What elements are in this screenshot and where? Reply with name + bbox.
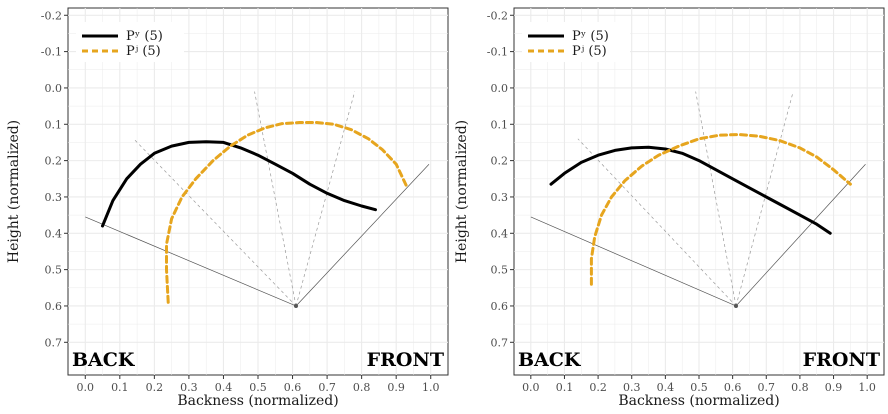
reference-line-dashed — [254, 91, 297, 307]
y-tick-label: 0.7 — [491, 336, 509, 349]
y-tick-label: 0.3 — [491, 191, 509, 204]
y-tick-label: 0.5 — [45, 264, 63, 277]
reference-line-back — [85, 216, 297, 307]
legend-box — [76, 22, 184, 62]
back-label: BACK — [72, 349, 136, 371]
y-tick-label: 0.4 — [491, 227, 509, 240]
reference-apex-point — [294, 303, 298, 308]
y-tick-label: 0.2 — [45, 155, 63, 168]
x-tick-label: 0.4 — [657, 381, 675, 394]
legend-label-0: Pʸ (5) — [572, 29, 609, 44]
series-line-0 — [549, 145, 832, 235]
y-axis-title: Height (normalized) — [454, 120, 470, 263]
x-tick-label: 0.9 — [387, 381, 405, 394]
x-tick-label: 0.8 — [791, 381, 809, 394]
reference-line-front — [735, 164, 866, 307]
legend-label-1: Pʲ (5) — [572, 44, 607, 59]
y-axis-title: Height (normalized) — [6, 120, 22, 263]
reference-lines — [530, 91, 866, 308]
y-tick-label: -0.1 — [487, 46, 508, 59]
y-tick-label: 0.4 — [45, 227, 63, 240]
x-tick-label: 0.4 — [215, 381, 233, 394]
chart-panel-left: 0.0 0.1 0.2 0.3 0.4 0.5 0.6 0.7 0.8 0.9 1.0 -0.2 -0.… — [6, 7, 449, 409]
x-tick-label: 0.8 — [353, 381, 371, 394]
front-label: FRONT — [803, 349, 880, 371]
x-axis-title: Backness (normalized) — [177, 393, 338, 409]
reference-lines — [85, 91, 430, 308]
x-tick-label: 0.2 — [589, 381, 607, 394]
x-tick-label: 0.7 — [758, 381, 776, 394]
x-tick-label: 1.0 — [858, 381, 876, 394]
y-tick-label: -0.2 — [487, 9, 508, 22]
y-tick-label: 0.3 — [45, 191, 63, 204]
chart-panel-right: 0.0 0.1 0.2 0.3 0.4 0.5 0.6 0.7 0.8 0.9 1.0 -0.2 -0.… — [454, 7, 885, 409]
x-tick-label: 1.0 — [422, 381, 440, 394]
x-tick-label: 0.1 — [556, 381, 574, 394]
legend: Pʸ (5)Pʲ (5) — [522, 22, 630, 62]
grid — [514, 8, 884, 375]
back-label: BACK — [518, 349, 582, 371]
reference-line-dashed — [735, 91, 794, 307]
series-line-1 — [165, 121, 408, 304]
legend-label-1: Pʲ (5) — [126, 44, 161, 59]
legend-box — [522, 22, 630, 62]
x-tick-label: 0.7 — [318, 381, 336, 394]
x-tick-label: 0.3 — [623, 381, 641, 394]
reference-line-front — [295, 164, 430, 307]
y-tick-label: 0.6 — [491, 300, 509, 313]
x-axis-title: Backness (normalized) — [618, 393, 779, 409]
y-tick-label: -0.2 — [41, 9, 62, 22]
y-tick-label: 0.1 — [491, 118, 509, 131]
x-tick-label: 0.5 — [249, 381, 267, 394]
legend: Pʸ (5)Pʲ (5) — [76, 22, 184, 62]
reference-line-dashed — [295, 91, 356, 307]
front-label: FRONT — [367, 349, 444, 371]
x-tick-label: 0.3 — [180, 381, 198, 394]
reference-apex-point — [734, 303, 738, 308]
reference-line-dashed — [695, 91, 737, 307]
reference-line-dashed — [133, 138, 297, 307]
y-tick-label: 0.6 — [45, 300, 63, 313]
x-tick-label: 0.9 — [825, 381, 843, 394]
reference-line-dashed — [577, 138, 737, 307]
grid — [68, 8, 448, 375]
y-tick-label: -0.1 — [41, 46, 62, 59]
y-tick-label: 0.1 — [45, 118, 63, 131]
reference-line-back — [530, 216, 737, 307]
x-tick-label: 0.6 — [284, 381, 302, 394]
x-tick-label: 0.5 — [690, 381, 708, 394]
x-tick-label: 0.1 — [111, 381, 129, 394]
y-tick-label: 0.2 — [491, 155, 509, 168]
x-tick-label: 0.6 — [724, 381, 742, 394]
legend-label-0: Pʸ (5) — [126, 29, 163, 44]
x-tick-label: 0.2 — [146, 381, 164, 394]
y-tick-label: 0.0 — [45, 82, 63, 95]
x-tick-label: 0.0 — [77, 381, 95, 394]
x-tick-label: 0.0 — [522, 381, 540, 394]
y-tick-label: 0.5 — [491, 264, 509, 277]
y-tick-label: 0.0 — [491, 82, 509, 95]
series-line-1 — [589, 133, 852, 286]
y-tick-label: 0.7 — [45, 336, 63, 349]
